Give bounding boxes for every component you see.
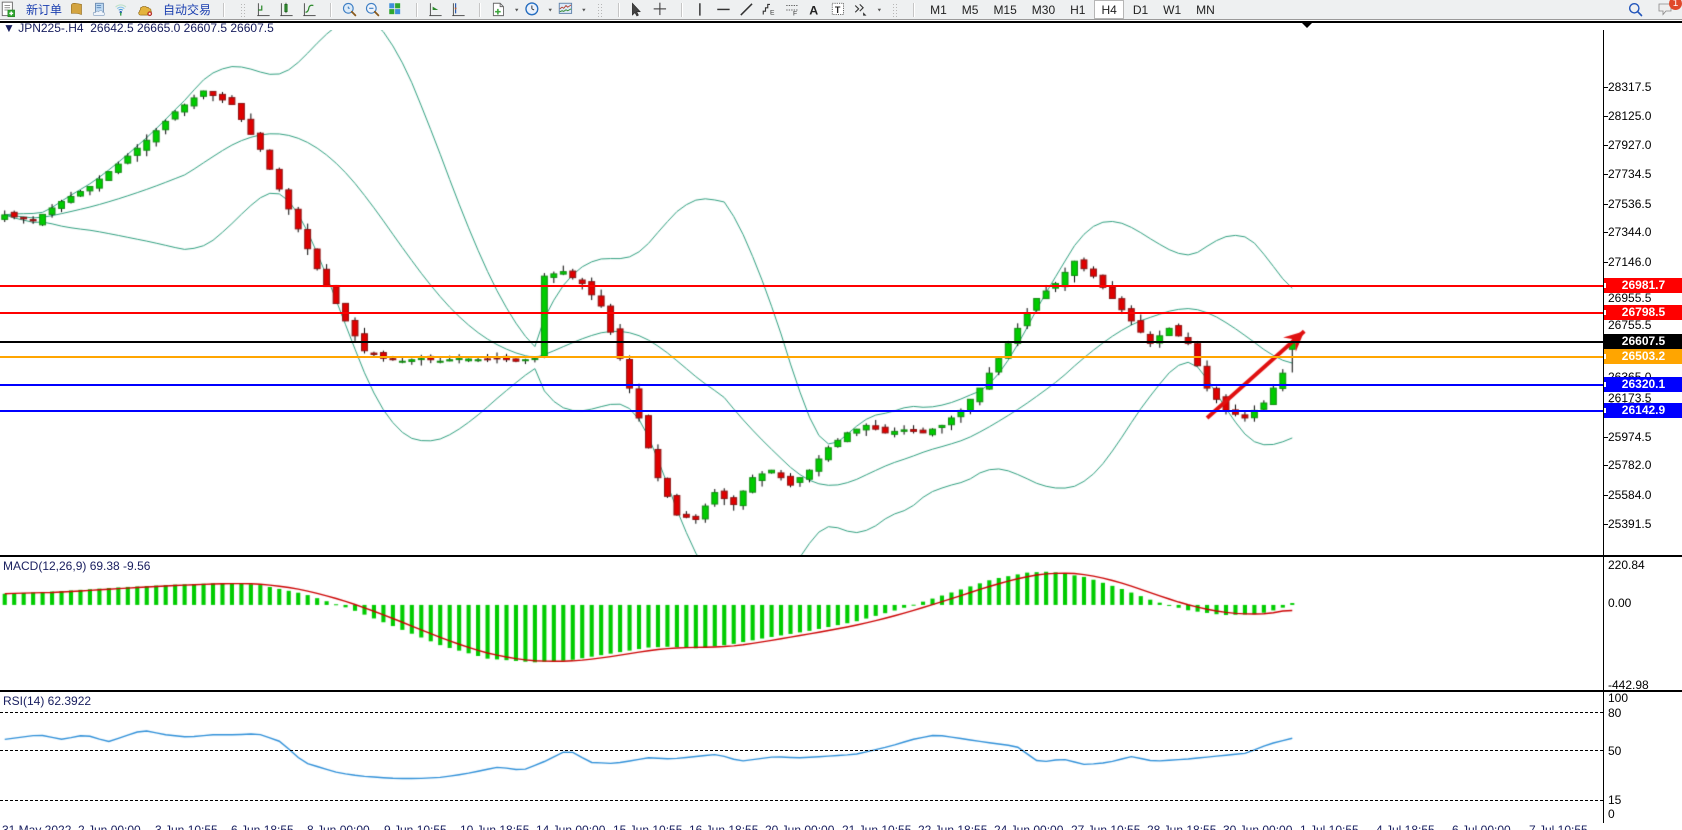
svg-text:E: E xyxy=(770,9,775,16)
svg-text:T: T xyxy=(834,4,840,14)
svg-text:A: A xyxy=(809,3,818,17)
svg-text:F: F xyxy=(793,10,797,17)
